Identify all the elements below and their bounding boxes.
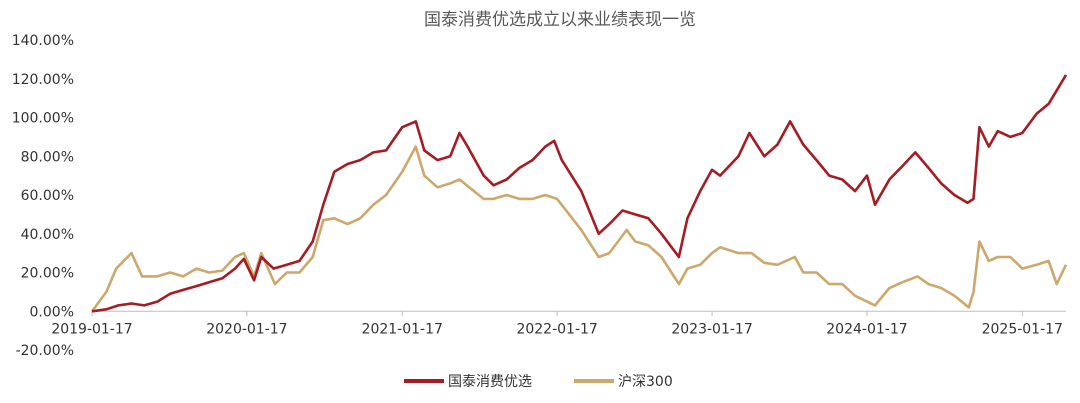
x-tick-label: 2025-01-17: [982, 321, 1063, 337]
y-tick-label: 60.00%: [21, 188, 74, 204]
y-tick-label: 40.00%: [21, 227, 74, 243]
x-tick-label: 2023-01-17: [671, 321, 752, 337]
y-tick-label: 120.00%: [12, 72, 74, 88]
chart-title: 国泰消费优选成立以来业绩表现一览: [424, 10, 696, 30]
y-tick-label: -20.00%: [16, 343, 74, 359]
y-tick-label: 140.00%: [12, 33, 74, 49]
y-tick-label: 80.00%: [21, 149, 74, 165]
x-axis-ticks: 2019-01-17 2020-01-17 2021-01-17 2022-01-17…: [51, 311, 1063, 337]
legend-label-hs300: 沪深300: [618, 374, 673, 390]
x-tick-label: 2020-01-17: [206, 321, 287, 337]
series-line-hs300: [90, 145, 1068, 313]
y-axis-ticks: 140.00% 120.00% 100.00% 80.00% 60.00% 40.00% 2…: [12, 33, 74, 359]
chart-legend: 国泰消费优选 沪深300: [404, 374, 673, 390]
series-lines: [90, 74, 1068, 313]
series-line-guotai: [91, 74, 1068, 313]
legend-label-guotai: 国泰消费优选: [448, 374, 532, 390]
x-tick-label: 2021-01-17: [362, 321, 443, 337]
y-tick-label: 100.00%: [12, 111, 74, 127]
x-tick-label: 2024-01-17: [826, 321, 907, 337]
y-tick-label: 20.00%: [21, 266, 74, 282]
x-tick-label: 2019-01-17: [51, 321, 132, 337]
x-tick-label: 2022-01-17: [516, 321, 597, 337]
y-tick-label: 0.00%: [30, 304, 74, 320]
